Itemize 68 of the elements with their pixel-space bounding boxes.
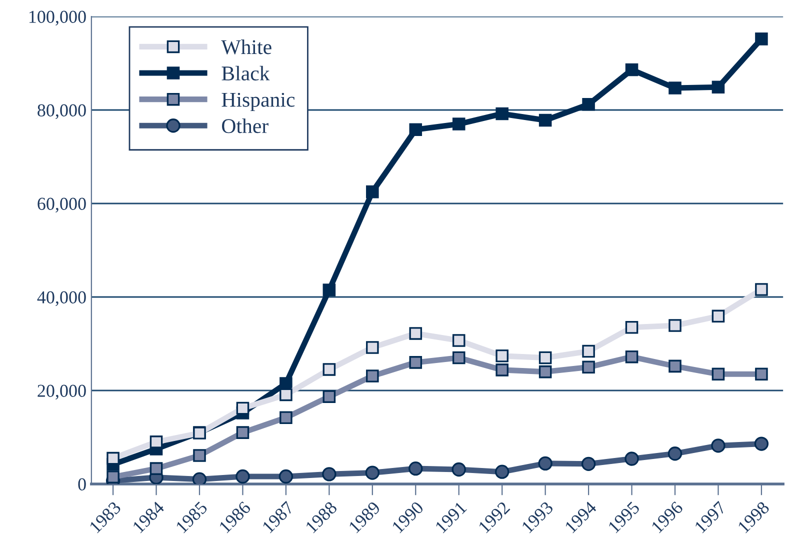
- point: [236, 426, 250, 439]
- point: [624, 452, 639, 466]
- point: [408, 461, 423, 476]
- point: [409, 123, 422, 136]
- point: [236, 469, 250, 484]
- point: [280, 388, 292, 402]
- point: [712, 310, 725, 323]
- point: [668, 360, 682, 373]
- point: [711, 438, 726, 453]
- point: [625, 350, 638, 364]
- point: [496, 107, 508, 120]
- point: [366, 185, 379, 198]
- point: [755, 32, 768, 46]
- point: [582, 360, 595, 374]
- point: [452, 351, 466, 364]
- point: [581, 456, 596, 471]
- point: [625, 320, 638, 334]
- point: [668, 319, 682, 332]
- point: [452, 334, 466, 347]
- point: [538, 456, 552, 471]
- point: [409, 356, 422, 369]
- point: [278, 469, 294, 484]
- point: [280, 411, 292, 424]
- point: [322, 390, 336, 403]
- y-tick-label: 0: [78, 478, 86, 490]
- legend-label: Black: [222, 66, 270, 81]
- point: [322, 467, 336, 482]
- point: [192, 472, 207, 484]
- point: [236, 402, 250, 415]
- point: [582, 344, 595, 358]
- point: [280, 377, 292, 390]
- point: [712, 368, 725, 381]
- point: [495, 464, 510, 479]
- legend-label: White: [221, 40, 272, 54]
- x-tick-label: 1991: [434, 501, 468, 534]
- y-tick-label: 100,000: [29, 10, 86, 26]
- point: [538, 351, 552, 364]
- legend-label: Other: [222, 118, 268, 134]
- point: [452, 462, 466, 477]
- point: [755, 368, 768, 381]
- y-tick-label: 80,000: [38, 104, 86, 120]
- point: [365, 466, 380, 480]
- point: [712, 80, 725, 94]
- point: [668, 82, 682, 94]
- point: [582, 98, 595, 111]
- y-tick-label: 40,000: [37, 291, 86, 306]
- point: [322, 363, 336, 376]
- point: [366, 370, 379, 382]
- point: [755, 283, 768, 296]
- point: [496, 364, 508, 376]
- y-tick-label: 60,000: [38, 198, 86, 213]
- y-tick-label: 20,000: [38, 384, 86, 400]
- point: [150, 462, 163, 475]
- point: [496, 350, 508, 362]
- point: [668, 446, 682, 461]
- point: [409, 327, 422, 340]
- legend-label: Hispanic: [222, 92, 295, 112]
- point: [106, 452, 120, 465]
- point: [193, 449, 206, 462]
- point: [538, 365, 552, 378]
- point: [625, 63, 638, 76]
- point: [106, 470, 120, 484]
- point: [452, 118, 466, 130]
- point: [366, 341, 379, 354]
- point: [150, 436, 163, 448]
- point: [538, 114, 552, 127]
- point: [754, 436, 769, 451]
- point: [322, 284, 336, 296]
